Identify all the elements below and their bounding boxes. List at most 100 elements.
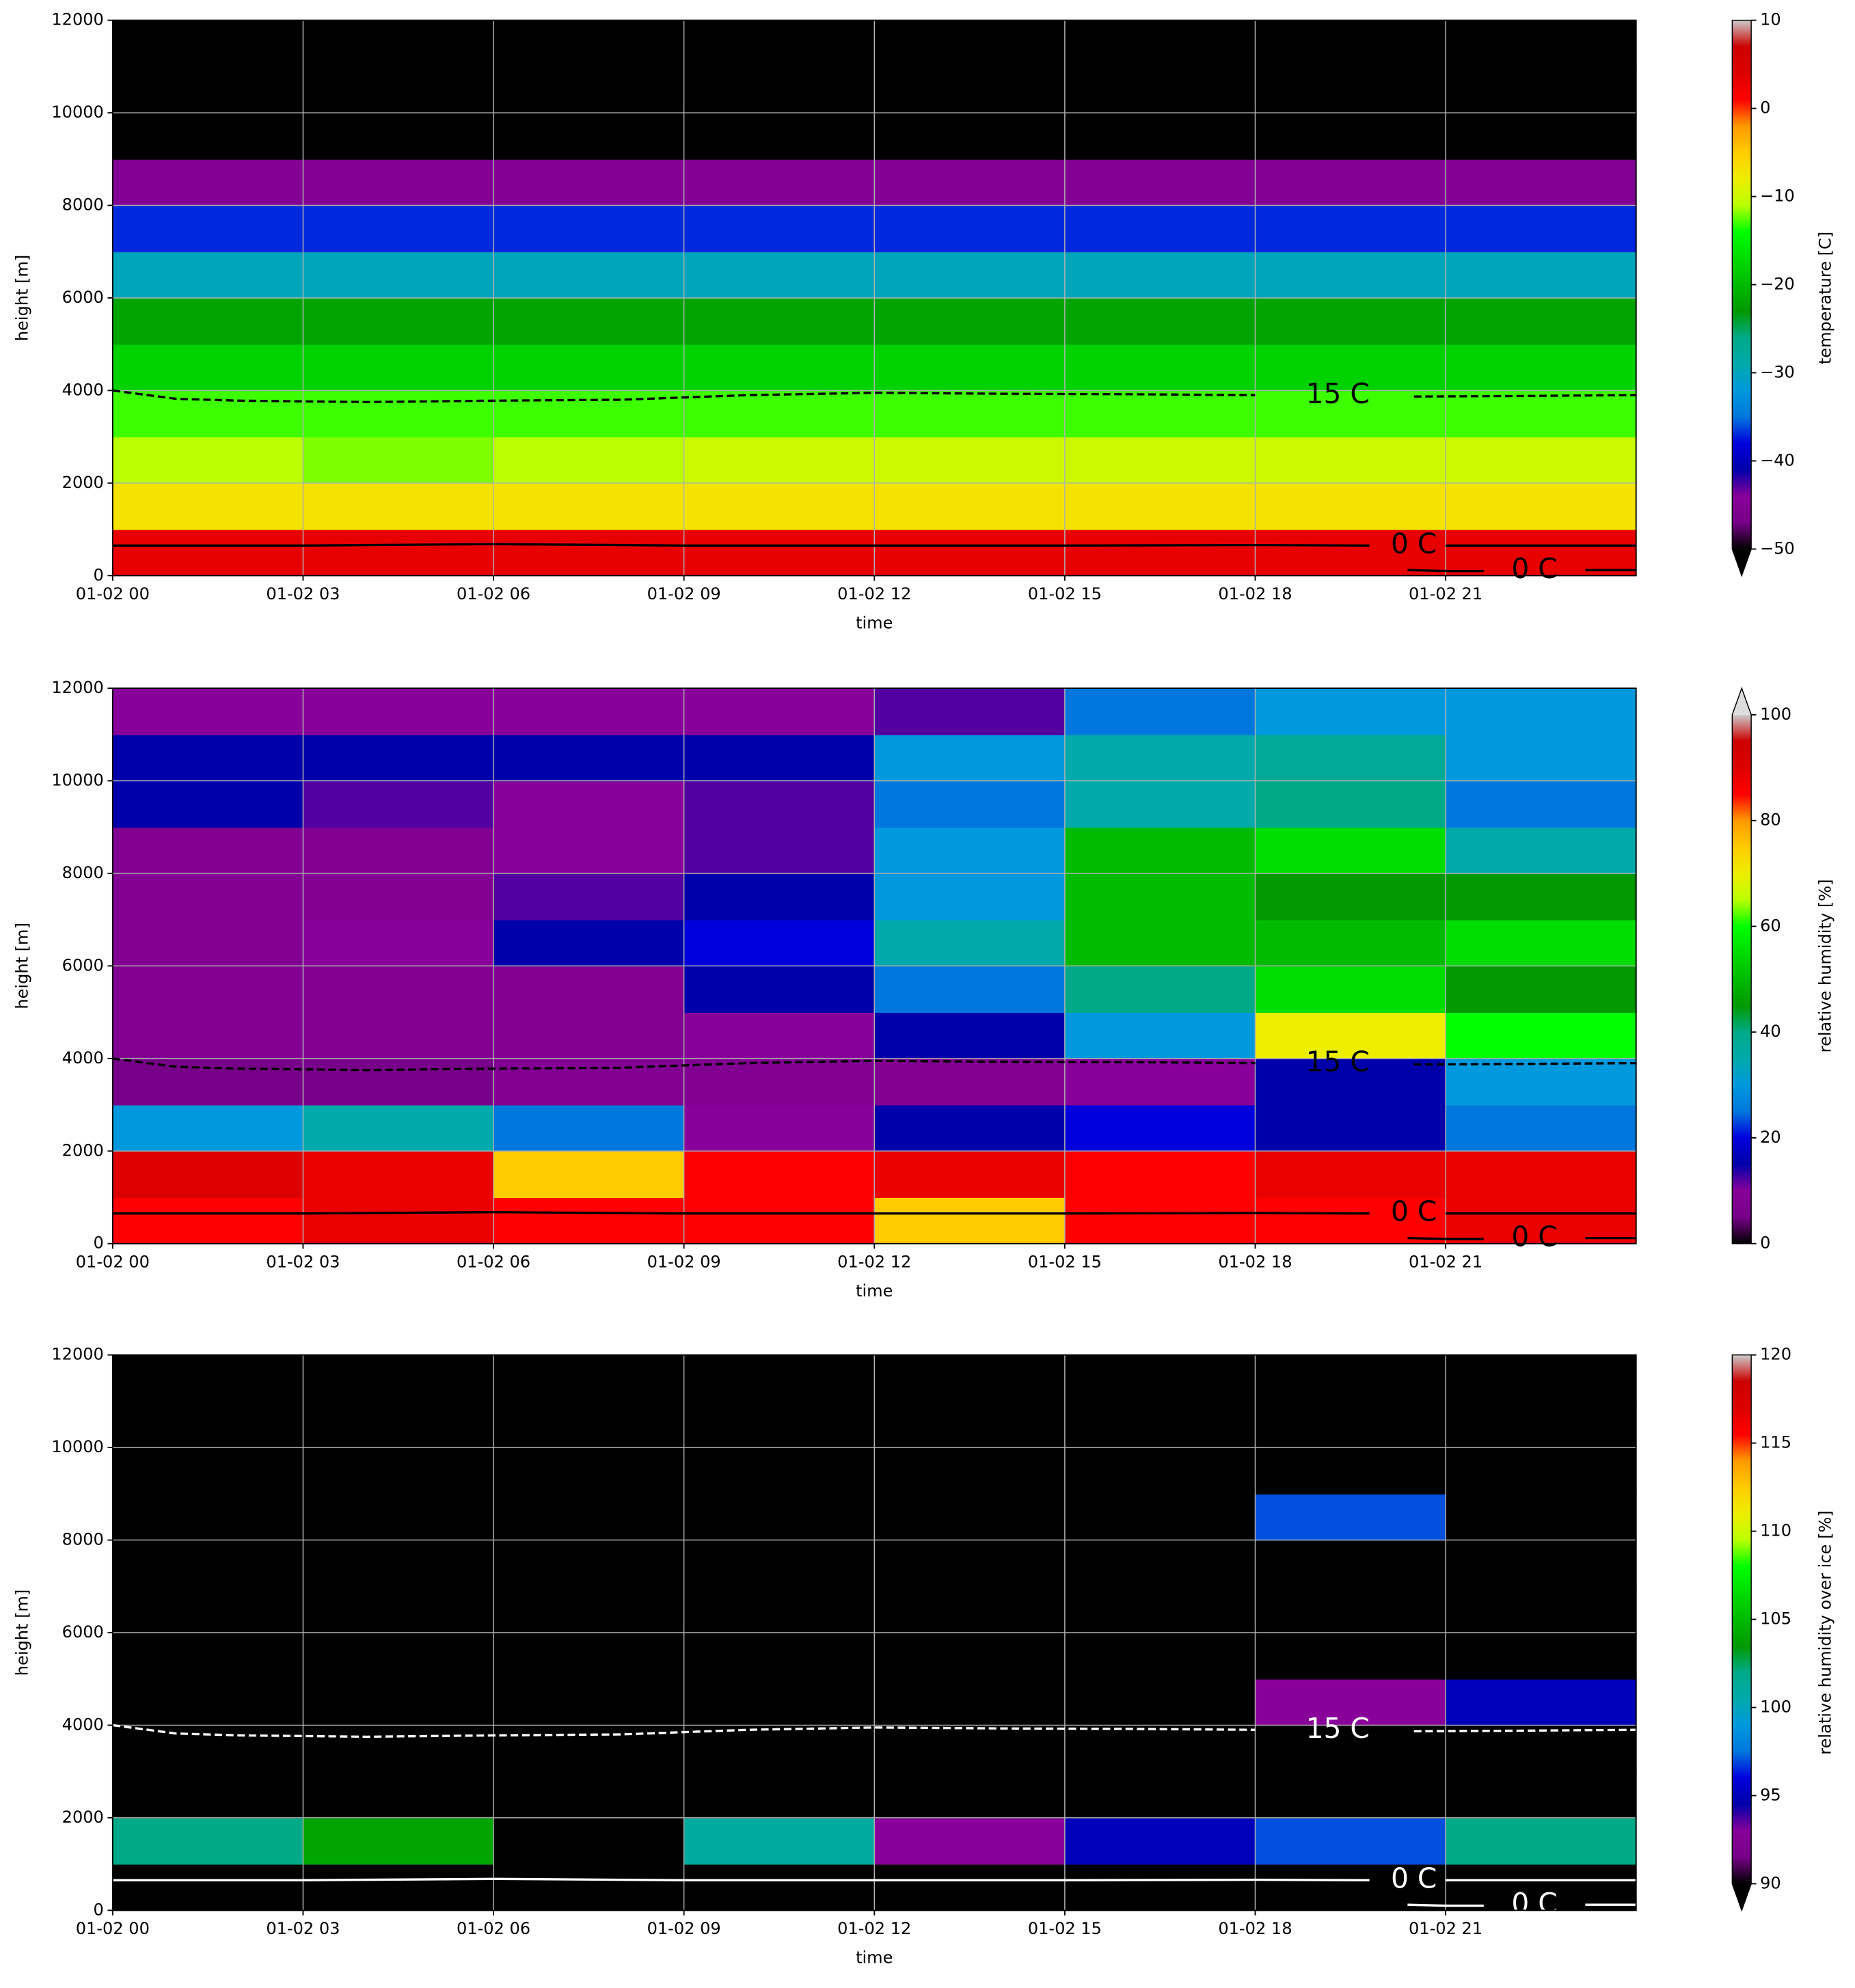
colorbar-tick-label: 60	[1760, 916, 1781, 935]
x-tick-label: 01-02 18	[1218, 1919, 1292, 1938]
y-axis-label: height [m]	[12, 255, 31, 341]
heatmap-cell	[1255, 873, 1446, 921]
heatmap-cell	[303, 1447, 494, 1495]
heatmap-cell	[493, 1586, 685, 1633]
heatmap-cell	[683, 966, 876, 1013]
heatmap-cell	[112, 827, 304, 874]
heatmap-cell	[683, 688, 876, 735]
heatmap-cell	[874, 827, 1066, 874]
colorbar-tick-label: −20	[1760, 275, 1795, 294]
colorbar-frame	[1731, 19, 1752, 577]
heatmap-cell	[1446, 1151, 1637, 1198]
heatmap-cell	[112, 1354, 304, 1402]
colorbar-tick-label: 0	[1760, 98, 1770, 118]
heatmap-cell	[1446, 297, 1637, 345]
y-tick-label: 2000	[62, 473, 104, 492]
colorbar	[1732, 20, 1752, 549]
heatmap-cell	[874, 297, 1066, 345]
heatmap-cell	[493, 113, 685, 160]
x-tick-label: 01-02 00	[76, 584, 150, 603]
axes-frame	[111, 687, 1637, 1244]
heatmap-cell	[303, 529, 494, 577]
heatmap-cell	[1446, 919, 1637, 967]
colorbar-extend	[1732, 688, 1752, 715]
heatmap-cell	[1064, 482, 1256, 530]
axes-frame	[111, 1354, 1637, 1911]
heatmap-cell	[874, 873, 1066, 921]
heatmap-cell	[1446, 734, 1637, 782]
heatmap-cell	[493, 66, 685, 113]
colorbar	[1732, 714, 1752, 1244]
heatmap-cell	[1446, 1540, 1637, 1588]
heatmap-cell	[1446, 1012, 1637, 1059]
heatmap-cell	[1446, 437, 1637, 484]
heatmap-cell	[683, 297, 876, 345]
heatmap-cell	[1064, 919, 1256, 967]
heatmap-cell	[1446, 1771, 1637, 1819]
colorbar-label: relative humidity [%]	[1815, 880, 1834, 1053]
contour-line	[112, 1057, 1636, 1072]
contour-label: 0 C	[1511, 552, 1557, 585]
heatmap-cell	[874, 529, 1066, 577]
heatmap-cell	[493, 482, 685, 530]
heatmap-cell	[303, 205, 494, 253]
heatmap-cell	[493, 827, 685, 874]
heatmap-cell	[493, 734, 685, 782]
heatmap-cell	[874, 1447, 1066, 1495]
contour-line	[112, 1724, 1636, 1739]
x-tick-label: 01-02 21	[1409, 1919, 1482, 1938]
colorbar-tick-label: 0	[1760, 1234, 1770, 1253]
heatmap-cell	[303, 688, 494, 735]
heatmap-cell	[683, 205, 876, 253]
heatmap-cell	[1255, 1817, 1446, 1865]
heatmap-cell	[683, 1540, 876, 1588]
heatmap-cell	[1446, 1354, 1637, 1402]
heatmap-cell	[874, 1632, 1066, 1680]
heatmap-cell	[874, 66, 1066, 113]
heatmap-cell	[683, 919, 876, 967]
x-tick-label: 01-02 15	[1028, 1919, 1102, 1938]
colorbar-tick-label: 90	[1760, 1873, 1781, 1892]
heatmap-cell	[683, 529, 876, 577]
heatmap-cell	[683, 1151, 876, 1198]
heatmap-cell	[683, 1012, 876, 1059]
heatmap-cell	[493, 1725, 685, 1773]
contour-label: 15 C	[1306, 377, 1370, 410]
heatmap-cell	[303, 1354, 494, 1402]
heatmap-cell	[493, 251, 685, 299]
heatmap-cell	[493, 159, 685, 206]
heatmap-cell	[493, 1540, 685, 1588]
heatmap-cell	[1255, 1864, 1446, 1911]
heatmap-cell	[683, 159, 876, 206]
heatmap-cell	[303, 1678, 494, 1726]
heatmap-cell	[1064, 966, 1256, 1013]
x-tick-label: 01-02 00	[76, 1919, 150, 1938]
y-tick-label: 0	[94, 1900, 104, 1919]
colorbar-frame	[1731, 686, 1752, 1244]
heatmap-cell	[874, 780, 1066, 828]
contour-label: 15 C	[1306, 1046, 1370, 1078]
y-axis-label: height [m]	[12, 923, 31, 1009]
heatmap-cell	[1064, 20, 1256, 68]
y-tick-label: 4000	[62, 380, 104, 399]
heatmap-cell	[112, 437, 304, 484]
y-tick-label: 2000	[62, 1808, 104, 1827]
heatmap-cell	[303, 1197, 494, 1244]
heatmap-cell	[874, 1354, 1066, 1402]
heatmap-cell	[683, 1586, 876, 1633]
heatmap-cell	[683, 1401, 876, 1449]
heatmap-cell	[493, 1104, 685, 1152]
heatmap-cell	[1446, 1104, 1637, 1152]
heatmap-cell	[112, 1151, 304, 1198]
colorbar-label: relative humidity over ice [%]	[1815, 1510, 1834, 1754]
x-tick-label: 01-02 15	[1028, 1253, 1102, 1272]
y-tick-label: 0	[94, 565, 104, 584]
heatmap-cell	[874, 20, 1066, 68]
heatmap-cell	[1255, 1151, 1446, 1198]
heatmap-cell	[1255, 1540, 1446, 1588]
heatmap-cell	[1446, 827, 1637, 874]
heatmap-cell	[1064, 1493, 1256, 1541]
colorbar-tick-label: 115	[1760, 1433, 1791, 1452]
heatmap-cell	[1064, 1401, 1256, 1449]
heatmap-cell	[1064, 344, 1256, 392]
